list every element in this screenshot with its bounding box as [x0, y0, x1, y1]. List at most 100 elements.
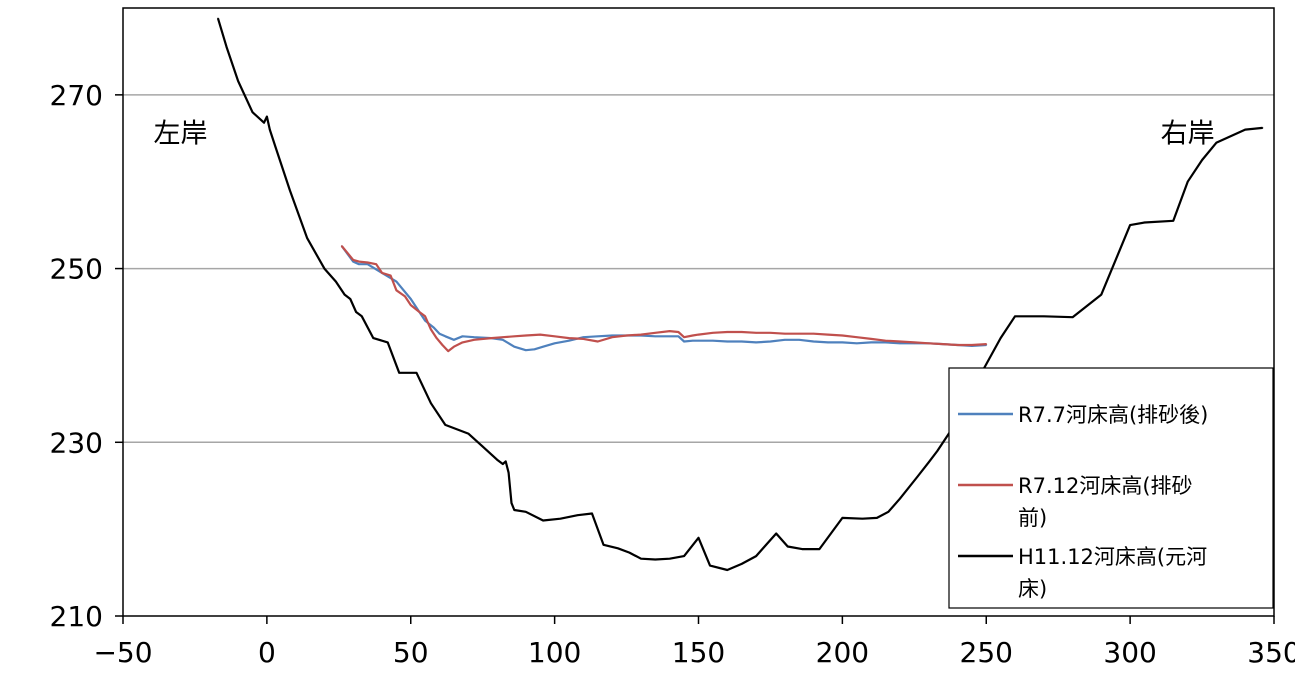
data-point — [435, 337, 438, 339]
data-point — [525, 334, 527, 337]
data-point — [513, 335, 516, 338]
data-point — [697, 537, 700, 539]
y-tick-label-230: 230 — [50, 426, 103, 459]
data-point — [513, 509, 516, 511]
data-point — [441, 344, 444, 346]
data-point — [956, 344, 959, 346]
data-point — [389, 274, 392, 277]
data-point — [841, 517, 844, 519]
x-tick-label-0: 0 — [258, 636, 276, 669]
data-point — [513, 345, 516, 348]
data-point — [591, 512, 593, 515]
data-point — [366, 263, 369, 266]
data-point — [274, 146, 277, 148]
x-tick-label-300: 300 — [1103, 636, 1156, 669]
data-point — [358, 260, 360, 263]
data-point — [453, 345, 455, 348]
data-point — [818, 548, 821, 550]
data-point — [343, 293, 346, 296]
data-point — [827, 341, 829, 344]
data-point — [582, 338, 585, 340]
data-point — [899, 342, 901, 345]
legend-label-3: H11.12河床高(元河床) — [1018, 545, 1207, 601]
data-point — [812, 332, 815, 335]
data-point — [395, 289, 398, 292]
data-point — [473, 336, 475, 339]
data-point — [415, 372, 418, 374]
data-point — [349, 298, 352, 300]
x-tick-label-50: 50 — [393, 636, 429, 669]
data-point — [467, 432, 470, 435]
data-point — [1261, 127, 1264, 129]
data-point — [424, 315, 426, 318]
data-point — [726, 340, 729, 343]
data-point — [784, 332, 786, 335]
data-point — [340, 245, 343, 247]
data-point — [430, 402, 432, 405]
data-point — [769, 332, 772, 334]
data-point — [289, 189, 291, 192]
data-point — [568, 339, 570, 342]
data-point — [683, 336, 685, 339]
x-tick-label--50: −50 — [93, 636, 152, 669]
data-point — [1014, 315, 1016, 318]
data-point — [361, 315, 363, 318]
data-point — [971, 344, 973, 346]
data-point — [372, 337, 375, 339]
data-point — [856, 342, 858, 345]
data-point — [927, 342, 930, 345]
data-point — [611, 336, 613, 339]
x-tick-label-150: 150 — [672, 636, 725, 669]
data-point — [841, 334, 844, 337]
series-points-2 — [340, 245, 988, 352]
data-point — [335, 280, 337, 283]
data-point — [691, 339, 694, 342]
data-point — [510, 502, 513, 504]
data-point — [884, 341, 887, 344]
data-point — [755, 332, 757, 334]
data-point — [597, 340, 599, 343]
data-point — [640, 557, 642, 560]
data-point — [404, 295, 406, 298]
data-point — [525, 511, 527, 513]
data-point — [386, 341, 389, 344]
data-point — [481, 445, 484, 448]
data-point — [769, 340, 772, 343]
data-point — [784, 339, 786, 341]
data-point — [942, 343, 944, 345]
data-point — [870, 341, 872, 344]
data-point — [899, 340, 901, 343]
x-tick-label-250: 250 — [960, 636, 1013, 669]
data-point — [697, 333, 700, 336]
data-point — [936, 450, 939, 452]
y-tick-label-250: 250 — [50, 253, 103, 286]
data-point — [740, 340, 743, 343]
data-point — [740, 331, 743, 333]
data-point — [502, 463, 504, 465]
data-point — [691, 334, 694, 337]
data-point — [812, 340, 815, 343]
data-point — [461, 341, 464, 344]
data-point — [861, 517, 864, 520]
data-point — [712, 339, 714, 342]
data-point — [398, 372, 401, 374]
data-point — [355, 311, 357, 313]
data-point — [496, 458, 498, 461]
x-tick-label-350: 350 — [1247, 636, 1295, 669]
right-bank-label: 右岸 — [1161, 119, 1215, 150]
data-point — [726, 569, 729, 571]
data-point — [668, 330, 671, 332]
data-point — [217, 17, 219, 20]
data-point — [433, 326, 435, 329]
data-point — [410, 298, 412, 300]
data-point — [602, 544, 605, 546]
data-point — [490, 337, 493, 339]
data-point — [798, 332, 800, 335]
y-tick-labels: 210 230 250 270 — [50, 79, 103, 633]
data-point — [266, 115, 268, 118]
data-point — [542, 519, 544, 522]
data-point — [418, 311, 421, 313]
data-point — [709, 564, 711, 567]
data-point — [502, 339, 504, 341]
